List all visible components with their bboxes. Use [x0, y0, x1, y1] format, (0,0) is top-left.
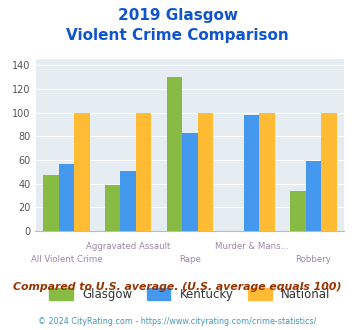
- Bar: [120, 171, 136, 231]
- Bar: [306, 161, 321, 231]
- Bar: [59, 164, 74, 231]
- Text: 2019 Glasgow: 2019 Glasgow: [118, 8, 237, 23]
- Bar: [105, 185, 120, 231]
- Bar: [260, 113, 275, 231]
- Bar: [74, 113, 89, 231]
- Text: © 2024 CityRating.com - https://www.cityrating.com/crime-statistics/: © 2024 CityRating.com - https://www.city…: [38, 317, 317, 326]
- Legend: Glasgow, Kentucky, National: Glasgow, Kentucky, National: [49, 288, 331, 301]
- Text: Rape: Rape: [179, 255, 201, 264]
- Text: Aggravated Assault: Aggravated Assault: [86, 242, 170, 251]
- Text: Compared to U.S. average. (U.S. average equals 100): Compared to U.S. average. (U.S. average …: [13, 282, 342, 292]
- Text: Violent Crime Comparison: Violent Crime Comparison: [66, 28, 289, 43]
- Bar: [244, 115, 260, 231]
- Text: Robbery: Robbery: [295, 255, 332, 264]
- Bar: [43, 175, 59, 231]
- Bar: [290, 191, 306, 231]
- Bar: [167, 77, 182, 231]
- Bar: [136, 113, 151, 231]
- Bar: [182, 133, 198, 231]
- Text: Murder & Mans...: Murder & Mans...: [215, 242, 289, 251]
- Bar: [198, 113, 213, 231]
- Bar: [321, 113, 337, 231]
- Text: All Violent Crime: All Violent Crime: [31, 255, 102, 264]
